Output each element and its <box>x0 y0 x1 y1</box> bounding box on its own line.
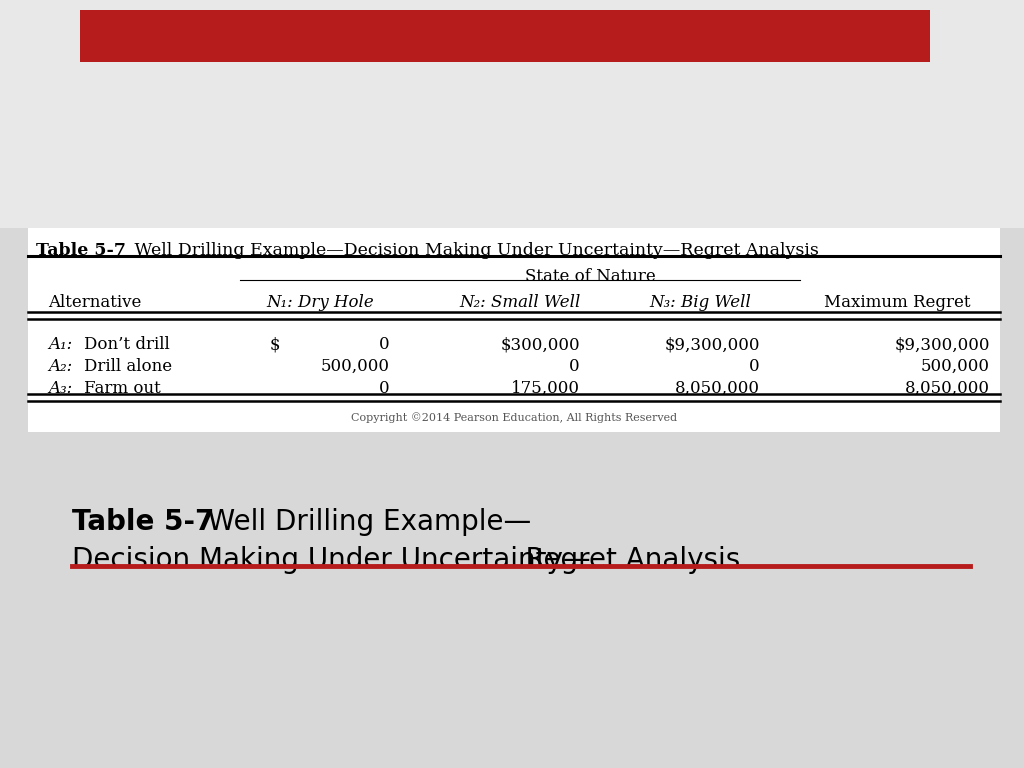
Text: $300,000: $300,000 <box>501 336 580 353</box>
Text: N₁: Dry Hole: N₁: Dry Hole <box>266 294 374 311</box>
Text: Well Drilling Example—Decision Making Under Uncertainty—Regret Analysis: Well Drilling Example—Decision Making Un… <box>118 242 819 259</box>
Bar <box>0 0 1024 228</box>
Text: Farm out: Farm out <box>84 380 161 397</box>
Text: 500,000: 500,000 <box>321 358 390 375</box>
Text: Maximum Regret: Maximum Regret <box>823 294 970 311</box>
Text: 0: 0 <box>379 336 390 353</box>
Text: Copyright ©2014 Pearson Education, All Rights Reserved: Copyright ©2014 Pearson Education, All R… <box>351 412 677 422</box>
Text: Drill alone: Drill alone <box>84 358 172 375</box>
Text: $9,300,000: $9,300,000 <box>665 336 760 353</box>
Text: Alternative: Alternative <box>48 294 141 311</box>
Text: Well Drilling Example—: Well Drilling Example— <box>190 508 531 536</box>
Text: $9,300,000: $9,300,000 <box>895 336 990 353</box>
Text: Don’t drill: Don’t drill <box>84 336 170 353</box>
Text: 0: 0 <box>750 358 760 375</box>
Text: 500,000: 500,000 <box>921 358 990 375</box>
Text: Table 5-7: Table 5-7 <box>36 242 126 259</box>
Bar <box>80 10 930 62</box>
Text: State of Nature: State of Nature <box>524 268 655 285</box>
Text: N₂: Small Well: N₂: Small Well <box>460 294 581 311</box>
Text: N₃: Big Well: N₃: Big Well <box>649 294 751 311</box>
Text: 0: 0 <box>379 380 390 397</box>
Bar <box>28 228 1000 432</box>
Text: A₃:: A₃: <box>48 380 73 397</box>
Text: 175,000: 175,000 <box>511 380 580 397</box>
Text: 8,050,000: 8,050,000 <box>675 380 760 397</box>
Text: 8,050,000: 8,050,000 <box>905 380 990 397</box>
Text: Regret Analysis: Regret Analysis <box>490 546 740 574</box>
Bar <box>0 228 1024 768</box>
Text: 0: 0 <box>569 358 580 375</box>
Text: Table 5-7: Table 5-7 <box>72 508 214 536</box>
Text: A₂:: A₂: <box>48 358 73 375</box>
Text: $: $ <box>270 336 281 353</box>
Text: A₁:: A₁: <box>48 336 73 353</box>
Text: Decision Making Under Uncertainty—: Decision Making Under Uncertainty— <box>72 546 591 574</box>
